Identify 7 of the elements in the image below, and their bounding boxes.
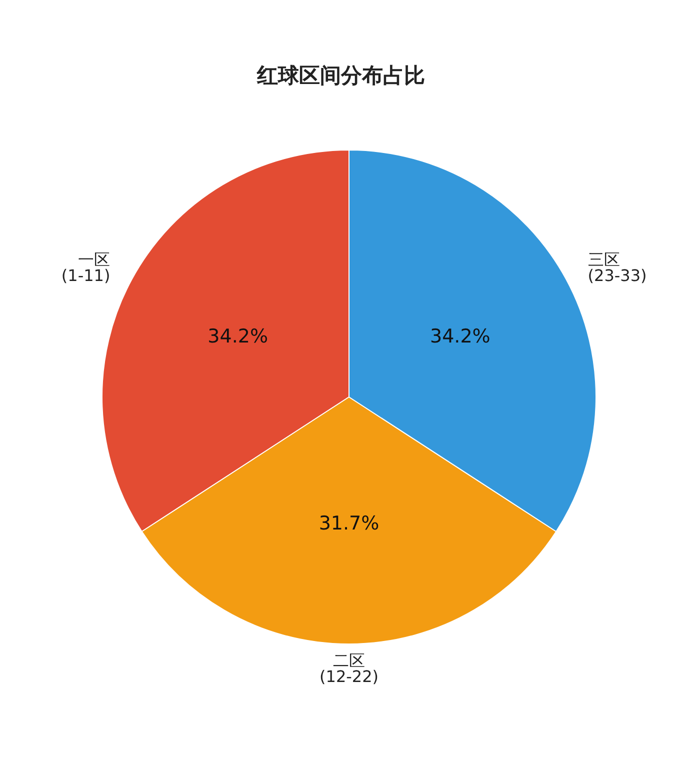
- chart-title: 红球区间分布占比: [256, 64, 425, 88]
- slice-label: 一区 (1-11): [61, 250, 110, 285]
- slice-label: 二区 (12-22): [320, 651, 378, 686]
- data-label: 34.2%: [430, 326, 490, 348]
- data-label: 31.7%: [318, 512, 380, 534]
- slice-label: 三区 (23-33): [588, 250, 647, 285]
- data-label: 34.2%: [208, 326, 268, 348]
